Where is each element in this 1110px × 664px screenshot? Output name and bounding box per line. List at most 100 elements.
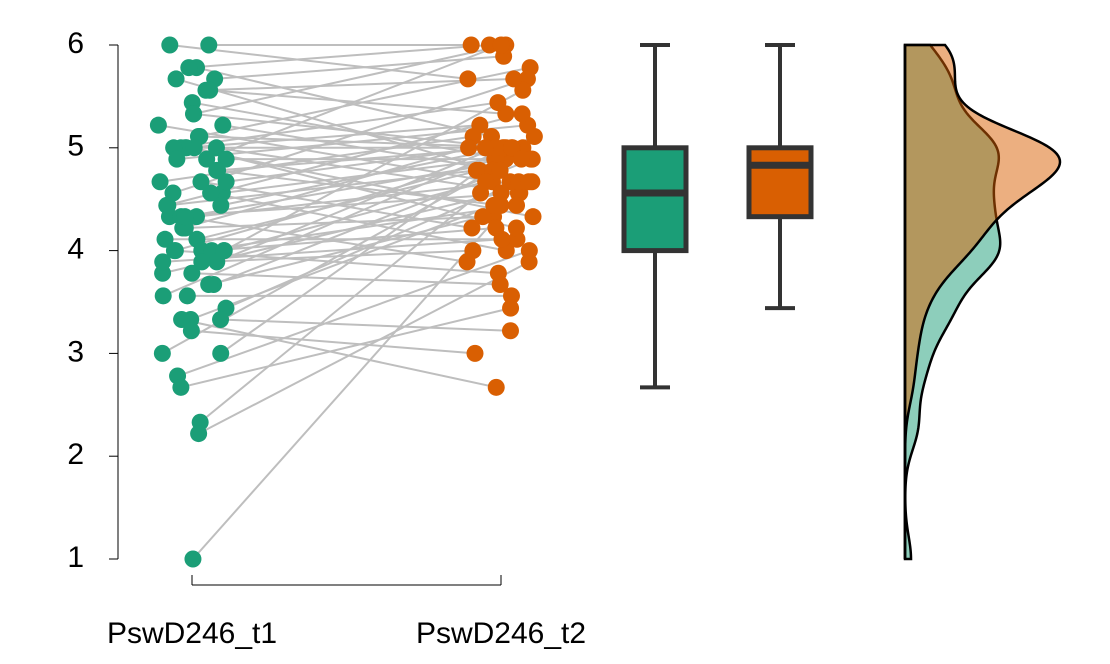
point — [167, 70, 185, 88]
pair-line — [177, 249, 530, 377]
pair-line — [209, 89, 506, 115]
point — [156, 230, 174, 248]
point — [212, 196, 230, 214]
pair-line — [180, 307, 511, 389]
y-tick-label: 3 — [67, 335, 84, 368]
x-tick-label: PswD246_t1 — [107, 617, 277, 650]
pair-line — [211, 226, 497, 252]
point — [507, 219, 525, 237]
point — [459, 70, 477, 88]
point — [462, 36, 480, 54]
y-tick-label: 4 — [67, 233, 84, 266]
point — [491, 276, 509, 294]
pair-line — [169, 44, 469, 80]
point — [192, 173, 210, 191]
point — [520, 173, 538, 191]
pair-line — [185, 124, 480, 149]
point — [513, 105, 531, 123]
box — [621, 145, 689, 254]
plot: 1 2 3 4 5 6 PswD246_t1 PswD246_t2 — [67, 27, 1062, 650]
point — [185, 105, 203, 123]
point — [190, 425, 208, 443]
point — [197, 81, 215, 99]
point — [161, 36, 179, 54]
pair-line — [206, 44, 502, 161]
point — [474, 208, 492, 226]
point — [492, 184, 510, 202]
point — [214, 116, 232, 134]
point — [487, 378, 505, 396]
pair-lines — [158, 44, 535, 560]
pair-line — [185, 215, 494, 229]
point — [463, 219, 481, 237]
y-tick-label: 2 — [67, 438, 84, 471]
pair-line — [196, 66, 492, 138]
point — [176, 208, 194, 226]
point — [501, 322, 519, 340]
y-tick-label: 1 — [67, 541, 84, 574]
pair-line — [225, 146, 486, 183]
point — [154, 253, 172, 271]
y-tick-label: 5 — [67, 130, 84, 163]
point — [193, 253, 211, 271]
pair-line — [173, 101, 499, 149]
point — [200, 276, 218, 294]
point — [182, 322, 200, 340]
pair-line — [214, 55, 504, 80]
point — [512, 150, 530, 168]
point — [212, 344, 230, 362]
point — [476, 139, 494, 157]
y-tick-label: 6 — [67, 27, 84, 60]
point — [493, 230, 511, 248]
pair-line — [222, 124, 501, 172]
pair-line — [220, 318, 511, 332]
pair-line — [220, 146, 512, 355]
point — [202, 184, 220, 202]
pair-line — [222, 158, 495, 195]
density — [903, 43, 1062, 559]
point — [508, 196, 526, 214]
point — [217, 173, 235, 191]
box — [746, 145, 814, 220]
point — [153, 344, 171, 362]
point — [524, 208, 542, 226]
point — [208, 161, 226, 179]
point — [198, 150, 216, 168]
pair-line — [216, 146, 496, 263]
pair-line — [188, 44, 490, 69]
pair-line — [199, 192, 482, 424]
point — [460, 139, 478, 157]
pair-line — [184, 158, 522, 218]
point — [173, 310, 191, 328]
point — [489, 94, 507, 112]
point — [154, 287, 172, 305]
x-tick-label: PswD246_t2 — [416, 617, 586, 650]
point — [207, 139, 225, 157]
point — [215, 242, 233, 260]
point — [212, 310, 230, 328]
point — [492, 36, 510, 54]
pair-line — [191, 329, 476, 355]
point — [166, 242, 184, 260]
point — [502, 299, 520, 317]
point — [168, 150, 186, 168]
point — [485, 196, 503, 214]
point — [514, 81, 532, 99]
point — [184, 550, 202, 568]
point — [502, 287, 520, 305]
point — [480, 36, 498, 54]
point — [172, 378, 190, 396]
pair-line — [193, 44, 506, 115]
point — [520, 253, 538, 271]
pair-line — [198, 261, 530, 435]
point — [505, 70, 523, 88]
point — [466, 344, 484, 362]
point — [491, 161, 509, 179]
pair-line — [175, 158, 497, 252]
point — [477, 173, 495, 191]
pair-line — [182, 146, 469, 229]
pair-line — [181, 318, 497, 389]
pair-line — [193, 112, 507, 149]
point — [158, 196, 176, 214]
